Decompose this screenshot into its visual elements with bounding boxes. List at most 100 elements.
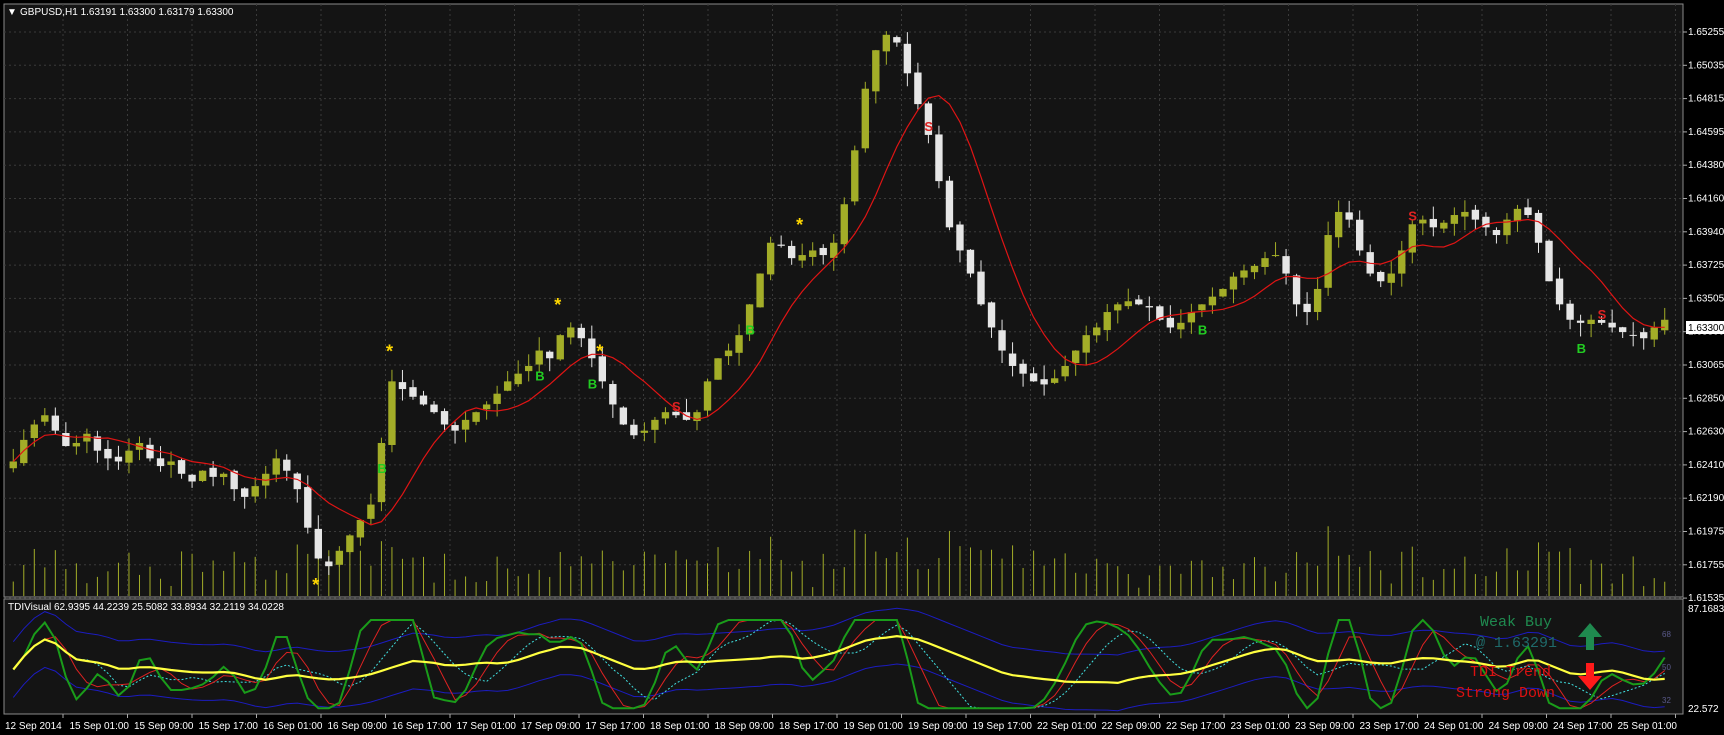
candle-body: [840, 204, 848, 245]
candle-body: [1513, 208, 1522, 222]
candle-body: [1156, 306, 1164, 320]
tdi-indicator: [12, 607, 1666, 712]
candle-body: [724, 350, 733, 357]
trade-signals: B B B B B B S S S S * * * * * *: [0, 0, 1607, 595]
candle-body: [51, 415, 60, 431]
tdi-trade-signal: [12, 619, 1666, 709]
x-tick-label: 22 Sep 01:00: [1037, 721, 1097, 732]
tdi-level-68: 68: [1662, 630, 1671, 639]
candle-body: [1408, 224, 1416, 253]
x-tick-label: 22 Sep 17:00: [1166, 721, 1226, 732]
tdi-plot-area[interactable]: [3, 598, 1684, 715]
x-tick-label: 15 Sep 01:00: [70, 721, 130, 732]
candle-body: [787, 245, 796, 259]
candle-body: [1618, 327, 1627, 333]
star-icon: *: [596, 341, 603, 361]
candlesticks: [9, 31, 1669, 575]
candle-body: [956, 224, 964, 251]
tdi-axis-max: 87.1683: [1688, 604, 1724, 615]
candle-body: [1377, 271, 1385, 282]
candle-body: [377, 442, 386, 503]
price-plot-area[interactable]: [3, 3, 1684, 598]
candle-body: [1555, 278, 1564, 305]
tdi-axis: 87.1683 22.572: [1688, 604, 1724, 715]
candle-body: [177, 460, 186, 474]
candle-body: [1198, 304, 1206, 311]
candle-body: [1250, 265, 1259, 273]
candle-body: [514, 373, 522, 385]
y-tick-label: 1.62630: [1688, 427, 1724, 438]
candle-body: [30, 424, 38, 439]
candle-body: [272, 458, 280, 475]
y-tick-label: 1.61755: [1688, 560, 1724, 571]
candle-body: [1050, 378, 1059, 383]
x-tick-label: 19 Sep 01:00: [844, 721, 904, 732]
candle-body: [945, 180, 954, 228]
tdi-level-50: 50: [1662, 663, 1671, 672]
candle-body: [251, 486, 259, 497]
candle-body: [503, 381, 512, 391]
candle-body: [1545, 240, 1553, 282]
candle-body: [72, 442, 81, 447]
candle-body: [1576, 320, 1585, 323]
candle-body: [1282, 256, 1290, 274]
y-tick-label: 1.65035: [1688, 60, 1724, 71]
candle-body: [461, 419, 470, 430]
indicator-header: TDIVisual 62.9395 44.2239 25.5082 33.893…: [8, 602, 284, 613]
candle-body: [756, 273, 764, 308]
x-tick-label: 25 Sep 01:00: [1618, 721, 1678, 732]
x-tick-label: 16 Sep 01:00: [263, 721, 323, 732]
candle-body: [493, 393, 501, 404]
candle-body: [1303, 303, 1311, 313]
candle-body: [546, 351, 554, 359]
candle-body: [998, 330, 1006, 351]
candle-body: [1334, 211, 1343, 238]
candle-body: [440, 411, 449, 425]
candle-body: [556, 335, 564, 360]
candle-body: [1482, 216, 1490, 228]
candle-body: [882, 34, 891, 52]
y-tick-label: 1.61535: [1688, 593, 1724, 604]
candle-body: [1208, 296, 1217, 306]
x-tick-label: 19 Sep 09:00: [908, 721, 968, 732]
candle-body: [41, 415, 49, 422]
y-tick-label: 1.63505: [1688, 293, 1724, 304]
menu-triangle-icon[interactable]: ▼: [7, 7, 17, 18]
candle-body: [62, 433, 70, 447]
candle-body: [651, 419, 659, 430]
time-axis: 12 Sep 2014 15 Sep 01:00 15 Sep 09:00 15 Se…: [5, 714, 1677, 732]
candle-body: [1471, 209, 1480, 220]
candle-body: [703, 381, 712, 411]
volume-bars: [12, 526, 1666, 596]
buy-signal: B: [588, 376, 597, 391]
candle-body: [735, 335, 743, 353]
candle-body: [619, 407, 628, 425]
tdi-trend-text: TDI Trend: [1470, 664, 1551, 681]
sell-signal: S: [1408, 208, 1417, 223]
x-tick-label: 17 Sep 17:00: [586, 721, 646, 732]
candle-body: [1008, 353, 1017, 366]
candle-body: [766, 242, 775, 275]
candle-body: [188, 474, 196, 482]
candle-body: [1166, 317, 1175, 328]
candle-body: [304, 487, 312, 528]
candle-body: [356, 519, 365, 538]
x-tick-label: 16 Sep 17:00: [392, 721, 452, 732]
grid: [4, 4, 1683, 599]
x-tick-label: 24 Sep 09:00: [1489, 721, 1549, 732]
star-icon: *: [796, 215, 803, 235]
x-tick-label: 23 Sep 01:00: [1231, 721, 1291, 732]
tdi-upper-band: [12, 607, 1665, 656]
y-tick-label: 1.63065: [1688, 360, 1724, 371]
y-tick-label: 1.64380: [1688, 160, 1724, 171]
x-tick-label: 17 Sep 01:00: [457, 721, 517, 732]
candle-body: [598, 356, 607, 382]
candle-body: [1219, 288, 1227, 297]
candle-body: [1640, 332, 1648, 339]
sell-signal: S: [924, 119, 933, 134]
x-tick-label: 24 Sep 17:00: [1553, 721, 1613, 732]
candle-body: [83, 433, 91, 442]
candle-body: [472, 412, 480, 422]
y-tick-label: 1.64160: [1688, 194, 1724, 205]
candle-body: [419, 395, 428, 405]
